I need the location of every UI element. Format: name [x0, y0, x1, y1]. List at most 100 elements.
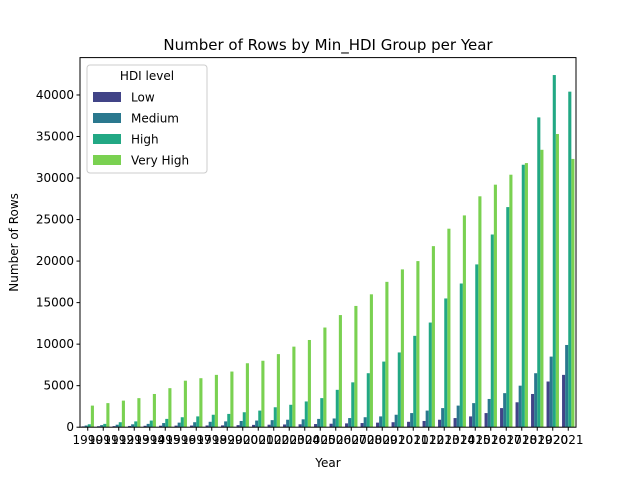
- bar-very-high-2021: [571, 158, 575, 428]
- bar-high-2007: [351, 382, 355, 428]
- bar-medium-1991: [100, 425, 104, 428]
- bar-very-high-2018: [524, 163, 528, 428]
- bar-high-2019: [537, 117, 541, 428]
- bar-very-high-1994: [152, 393, 156, 428]
- bar-medium-1990: [84, 425, 88, 428]
- bar-medium-2018: [518, 385, 522, 428]
- bar-medium-1996: [177, 422, 181, 428]
- x-tick-label: 1994: [134, 433, 165, 447]
- bar-very-high-1990: [90, 405, 94, 428]
- bar-medium-2011: [410, 413, 414, 428]
- x-tick-label: 2002: [258, 433, 289, 447]
- y-tick-label: 25000: [36, 213, 74, 227]
- legend-label: High: [131, 133, 159, 147]
- x-tick-label: 1992: [103, 433, 134, 447]
- bar-very-high-2019: [540, 149, 544, 428]
- bar-medium-2017: [503, 393, 507, 428]
- x-tick-label: 2003: [274, 433, 305, 447]
- bar-low-2017: [500, 408, 504, 428]
- bar-very-high-2005: [323, 327, 327, 428]
- bar-medium-2008: [363, 417, 367, 428]
- x-tick-label: 2019: [522, 433, 553, 447]
- bar-low-1999: [221, 425, 225, 428]
- y-axis: 0 5000 10000 15000 20000 25000 30000 35000 40000: [36, 88, 80, 434]
- y-tick-label: 15000: [36, 296, 74, 310]
- x-tick-label: 2007: [336, 433, 367, 447]
- bar-medium-1994: [146, 423, 150, 428]
- bar-medium-1995: [162, 423, 166, 428]
- bar-medium-2016: [487, 398, 491, 428]
- x-tick-label: 2014: [444, 433, 475, 447]
- bar-low-2002: [267, 424, 271, 428]
- plot-frame: [79, 57, 577, 428]
- y-tick-label: 10000: [36, 337, 74, 351]
- bar-very-high-2017: [509, 174, 513, 428]
- bar-low-2009: [376, 422, 380, 428]
- x-tick-label: 2017: [491, 433, 522, 447]
- bar-high-1994: [149, 420, 153, 428]
- bar-high-2005: [320, 398, 324, 428]
- bar-high-2017: [506, 207, 510, 428]
- legend-swatch-medium: [93, 113, 121, 123]
- bar-medium-2003: [286, 419, 290, 428]
- bar-high-2010: [397, 352, 401, 428]
- bar-high-2012: [428, 322, 432, 428]
- x-tick-label: 2012: [413, 433, 444, 447]
- y-axis-label: Number of Rows: [7, 193, 21, 292]
- bar-low-2004: [298, 424, 302, 428]
- bar-low-1994: [143, 425, 147, 428]
- bar-high-2015: [475, 264, 479, 428]
- legend-label: Low: [131, 91, 155, 105]
- bar-high-1999: [227, 413, 231, 428]
- bar-low-2021: [562, 374, 566, 428]
- bar-medium-2006: [332, 418, 336, 428]
- x-tick-label: 2009: [367, 433, 398, 447]
- x-tick-label: 1991: [88, 433, 119, 447]
- bar-medium-2020: [549, 356, 553, 428]
- x-tick-label: 2018: [506, 433, 537, 447]
- legend-swatch-low: [93, 92, 121, 102]
- y-tick-label: 30000: [36, 171, 74, 185]
- bar-high-1993: [134, 421, 138, 428]
- bar-very-high-2003: [292, 346, 296, 428]
- bar-very-high-2004: [307, 339, 311, 428]
- y-tick-label: 40000: [36, 88, 74, 102]
- bar-high-1998: [211, 414, 215, 428]
- bar-low-1993: [128, 425, 132, 428]
- bar-medium-2001: [255, 420, 259, 428]
- bar-low-1995: [159, 425, 163, 428]
- bar-medium-2019: [534, 373, 538, 428]
- bar-very-high-1996: [183, 380, 187, 428]
- bar-high-2002: [273, 407, 277, 428]
- bar-high-2003: [289, 404, 293, 428]
- bar-low-1997: [190, 425, 194, 428]
- bar-low-2011: [407, 421, 411, 428]
- bar-high-1991: [103, 423, 107, 428]
- bar-medium-1998: [208, 421, 212, 428]
- bar-very-high-2001: [261, 360, 265, 428]
- bars-layer: [81, 75, 575, 428]
- bar-medium-2013: [441, 408, 445, 428]
- x-tick-label: 2008: [351, 433, 382, 447]
- bar-high-2008: [366, 373, 370, 428]
- bar-very-high-2011: [416, 261, 420, 428]
- y-tick-label: 0: [66, 420, 74, 434]
- bar-very-high-2008: [369, 294, 373, 428]
- x-tick-label: 1993: [119, 433, 150, 447]
- bar-medium-2014: [456, 405, 460, 428]
- x-tick-label: 2005: [305, 433, 336, 447]
- bar-medium-2012: [425, 410, 429, 428]
- bar-very-high-2020: [555, 134, 559, 428]
- bar-high-1990: [87, 424, 91, 428]
- legend-title: HDI level: [120, 69, 174, 83]
- bar-low-2020: [546, 381, 550, 428]
- bar-low-2016: [484, 413, 488, 428]
- bar-high-2018: [521, 164, 525, 428]
- bar-very-high-2012: [431, 246, 435, 428]
- legend: HDI level Low Medium High Very High: [86, 64, 208, 174]
- bar-low-2012: [422, 420, 426, 428]
- bar-very-high-2006: [338, 315, 342, 428]
- bar-low-2019: [531, 393, 535, 428]
- bar-medium-2005: [317, 418, 321, 428]
